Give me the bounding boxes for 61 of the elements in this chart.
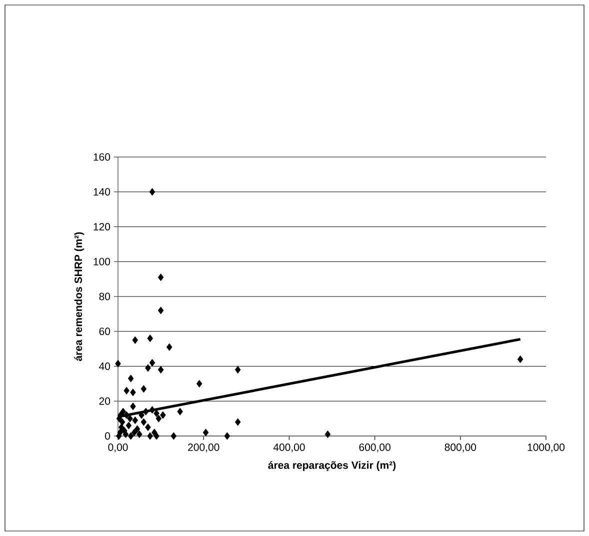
y-tick-label: 160 xyxy=(94,153,110,161)
point xyxy=(134,425,140,433)
point xyxy=(115,360,121,368)
point xyxy=(147,432,153,440)
point xyxy=(145,364,151,372)
point xyxy=(166,343,172,351)
y-tick-label: 80 xyxy=(99,292,110,300)
point xyxy=(118,411,124,419)
point xyxy=(158,274,164,282)
point xyxy=(154,432,160,440)
x-tick-label: 800,00 xyxy=(444,444,476,452)
point xyxy=(126,422,132,430)
point xyxy=(147,334,153,342)
x-tick-label: 600,00 xyxy=(359,444,390,452)
point xyxy=(130,388,136,396)
point xyxy=(196,380,202,388)
point xyxy=(142,408,149,416)
point xyxy=(149,358,156,367)
point xyxy=(224,432,230,440)
point xyxy=(140,385,147,393)
point xyxy=(131,428,138,436)
y-axis-title: área remendos SHRP (m²) xyxy=(74,232,84,361)
point xyxy=(145,423,151,432)
point xyxy=(324,430,331,438)
point xyxy=(124,386,130,394)
y-tick-label: 40 xyxy=(99,362,110,370)
point xyxy=(158,366,164,374)
point xyxy=(136,430,142,438)
point xyxy=(119,418,126,426)
point xyxy=(132,416,138,424)
point xyxy=(124,411,130,419)
point xyxy=(128,374,134,382)
point xyxy=(149,188,156,196)
y-tick-label: 140 xyxy=(94,188,110,196)
point xyxy=(130,402,136,410)
x-axis-title: área reparações Vizir (m²) xyxy=(268,461,396,471)
point xyxy=(154,410,160,418)
y-tick-label: 0 xyxy=(105,432,110,440)
point xyxy=(158,306,164,314)
y-tick-label: 20 xyxy=(99,397,110,405)
x-tick-label: 400,00 xyxy=(273,444,305,452)
point xyxy=(117,428,124,436)
x-tick-label: 200,00 xyxy=(188,444,220,452)
x-tick-label: 1000,00 xyxy=(528,444,565,452)
point xyxy=(140,418,147,426)
y-tick-label: 60 xyxy=(99,328,110,336)
point xyxy=(132,336,138,344)
point xyxy=(170,432,177,440)
y-tick-label: 120 xyxy=(94,223,110,230)
point xyxy=(234,366,241,374)
point xyxy=(127,414,133,422)
point xyxy=(202,428,209,436)
point xyxy=(128,432,134,440)
point xyxy=(234,418,241,426)
point xyxy=(149,406,156,414)
point xyxy=(177,408,183,416)
point xyxy=(160,411,166,419)
x-tick-label: 0,00 xyxy=(108,444,128,452)
y-tick-label: 100 xyxy=(94,258,110,266)
point xyxy=(517,355,524,364)
point xyxy=(156,414,162,422)
